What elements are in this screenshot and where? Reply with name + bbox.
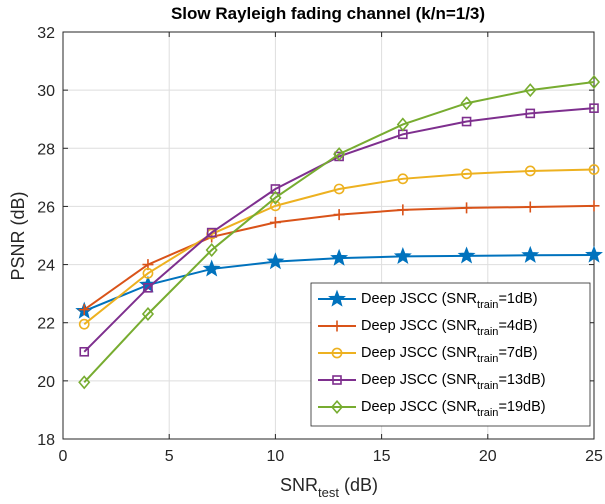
- legend-label: Deep JSCC (SNRtrain=13dB): [361, 372, 546, 392]
- data-point: [330, 399, 344, 415]
- legend-item: Deep JSCC (SNRtrain=1dB): [318, 289, 538, 311]
- data-point: [330, 248, 349, 266]
- y-tick-label: 24: [37, 258, 55, 275]
- data-point: [143, 283, 153, 293]
- series-group: [75, 74, 603, 390]
- legend-label: Deep JSCC (SNRtrain=1dB): [361, 291, 538, 311]
- legend-label-tail: =1dB): [498, 291, 537, 307]
- legend-label-tail: =13dB): [498, 372, 545, 388]
- x-axis-label-main: SNR: [280, 475, 318, 495]
- series-line: [83, 81, 595, 383]
- y-tick-label: 28: [37, 141, 55, 158]
- legend-label-main: Deep JSCC (SNR: [361, 345, 477, 361]
- data-point: [333, 147, 346, 162]
- data-point: [78, 304, 90, 316]
- data-point: [521, 245, 540, 263]
- data-point: [397, 204, 409, 216]
- plot-frame: [62, 31, 595, 440]
- data-point: [202, 259, 221, 277]
- data-point: [589, 103, 599, 113]
- legend: Deep JSCC (SNRtrain=1dB)Deep JSCC (SNRtr…: [310, 282, 591, 427]
- legend-label-sub: train: [477, 353, 498, 365]
- x-axis-label: SNRtest (dB): [280, 475, 378, 500]
- series-line: [83, 168, 595, 325]
- y-tick-label: 22: [37, 316, 55, 333]
- data-point: [461, 116, 472, 127]
- data-point: [266, 252, 285, 270]
- legend-item: Deep JSCC (SNRtrain=4dB): [318, 318, 538, 338]
- legend-item: Deep JSCC (SNRtrain=13dB): [318, 372, 546, 392]
- x-tick-label: 5: [165, 448, 174, 465]
- legend-label-tail: =19dB): [498, 399, 545, 415]
- legend-item: Deep JSCC (SNRtrain=7dB): [318, 345, 538, 365]
- data-point: [461, 168, 472, 180]
- series-2: [78, 200, 600, 316]
- legend-label-main: Deep JSCC (SNR: [361, 318, 477, 334]
- legend-label: Deep JSCC (SNRtrain=4dB): [361, 318, 538, 338]
- y-tick-label: 30: [37, 83, 55, 100]
- data-point: [525, 108, 536, 119]
- legend-label-tail: =4dB): [498, 318, 537, 334]
- legend-label-sub: train: [477, 326, 498, 338]
- x-axis-label-tail: (dB): [339, 475, 378, 495]
- x-tick-label: 20: [479, 448, 497, 465]
- data-point: [331, 320, 343, 332]
- legend-label-main: Deep JSCC (SNR: [361, 291, 477, 307]
- legend-label: Deep JSCC (SNRtrain=7dB): [361, 345, 538, 365]
- data-point: [78, 318, 90, 330]
- y-tick-label: 26: [37, 199, 55, 216]
- data-point: [397, 173, 409, 185]
- y-axis-label: PSNR (dB): [8, 191, 28, 280]
- legend-label-main: Deep JSCC (SNR: [361, 399, 477, 415]
- data-point: [585, 245, 603, 263]
- data-point: [332, 375, 342, 385]
- data-point: [205, 243, 218, 258]
- data-point: [457, 246, 476, 264]
- data-point: [396, 117, 409, 132]
- series-line: [83, 107, 595, 353]
- x-tick-label: 0: [59, 448, 68, 465]
- x-axis-label-sub: test: [318, 485, 339, 500]
- data-point: [333, 183, 345, 195]
- data-point: [461, 202, 473, 214]
- x-tick-label: 15: [373, 448, 391, 465]
- legend-label: Deep JSCC (SNRtrain=19dB): [361, 399, 546, 419]
- data-point: [333, 209, 345, 221]
- data-point: [269, 190, 282, 205]
- data-point: [588, 200, 600, 212]
- legend-label-sub: train: [477, 380, 498, 392]
- y-tick-label: 18: [37, 432, 55, 449]
- data-point: [460, 96, 473, 111]
- data-point: [269, 216, 281, 228]
- data-point: [331, 347, 343, 359]
- ticks: 0 5 10 15 20 25 18 20 22 24 26 28 30 32: [37, 25, 603, 465]
- legend-label-main: Deep JSCC (SNR: [361, 372, 477, 388]
- data-point: [524, 83, 537, 98]
- data-point: [393, 247, 412, 265]
- data-point: [142, 267, 154, 279]
- legend-box: [310, 282, 591, 427]
- y-tick-label: 32: [37, 25, 55, 42]
- data-point: [328, 289, 346, 307]
- data-point: [79, 346, 90, 357]
- data-point: [524, 201, 536, 213]
- data-point: [587, 74, 601, 90]
- data-point: [78, 375, 91, 390]
- data-point: [588, 164, 600, 175]
- data-point: [141, 306, 155, 322]
- series-5: [78, 74, 601, 390]
- legend-label-sub: train: [477, 299, 498, 311]
- x-tick-label: 10: [267, 448, 285, 465]
- data-point: [206, 227, 217, 238]
- data-point: [269, 200, 281, 212]
- legend-label-tail: =7dB): [498, 345, 537, 361]
- legend-label-sub: train: [477, 407, 498, 419]
- chart-title: Slow Rayleigh fading channel (k/n=1/3): [171, 4, 485, 23]
- y-tick-label: 20: [37, 374, 55, 391]
- x-tick-label: 25: [585, 448, 603, 465]
- data-point: [524, 165, 536, 177]
- legend-item: Deep JSCC (SNRtrain=19dB): [318, 399, 546, 419]
